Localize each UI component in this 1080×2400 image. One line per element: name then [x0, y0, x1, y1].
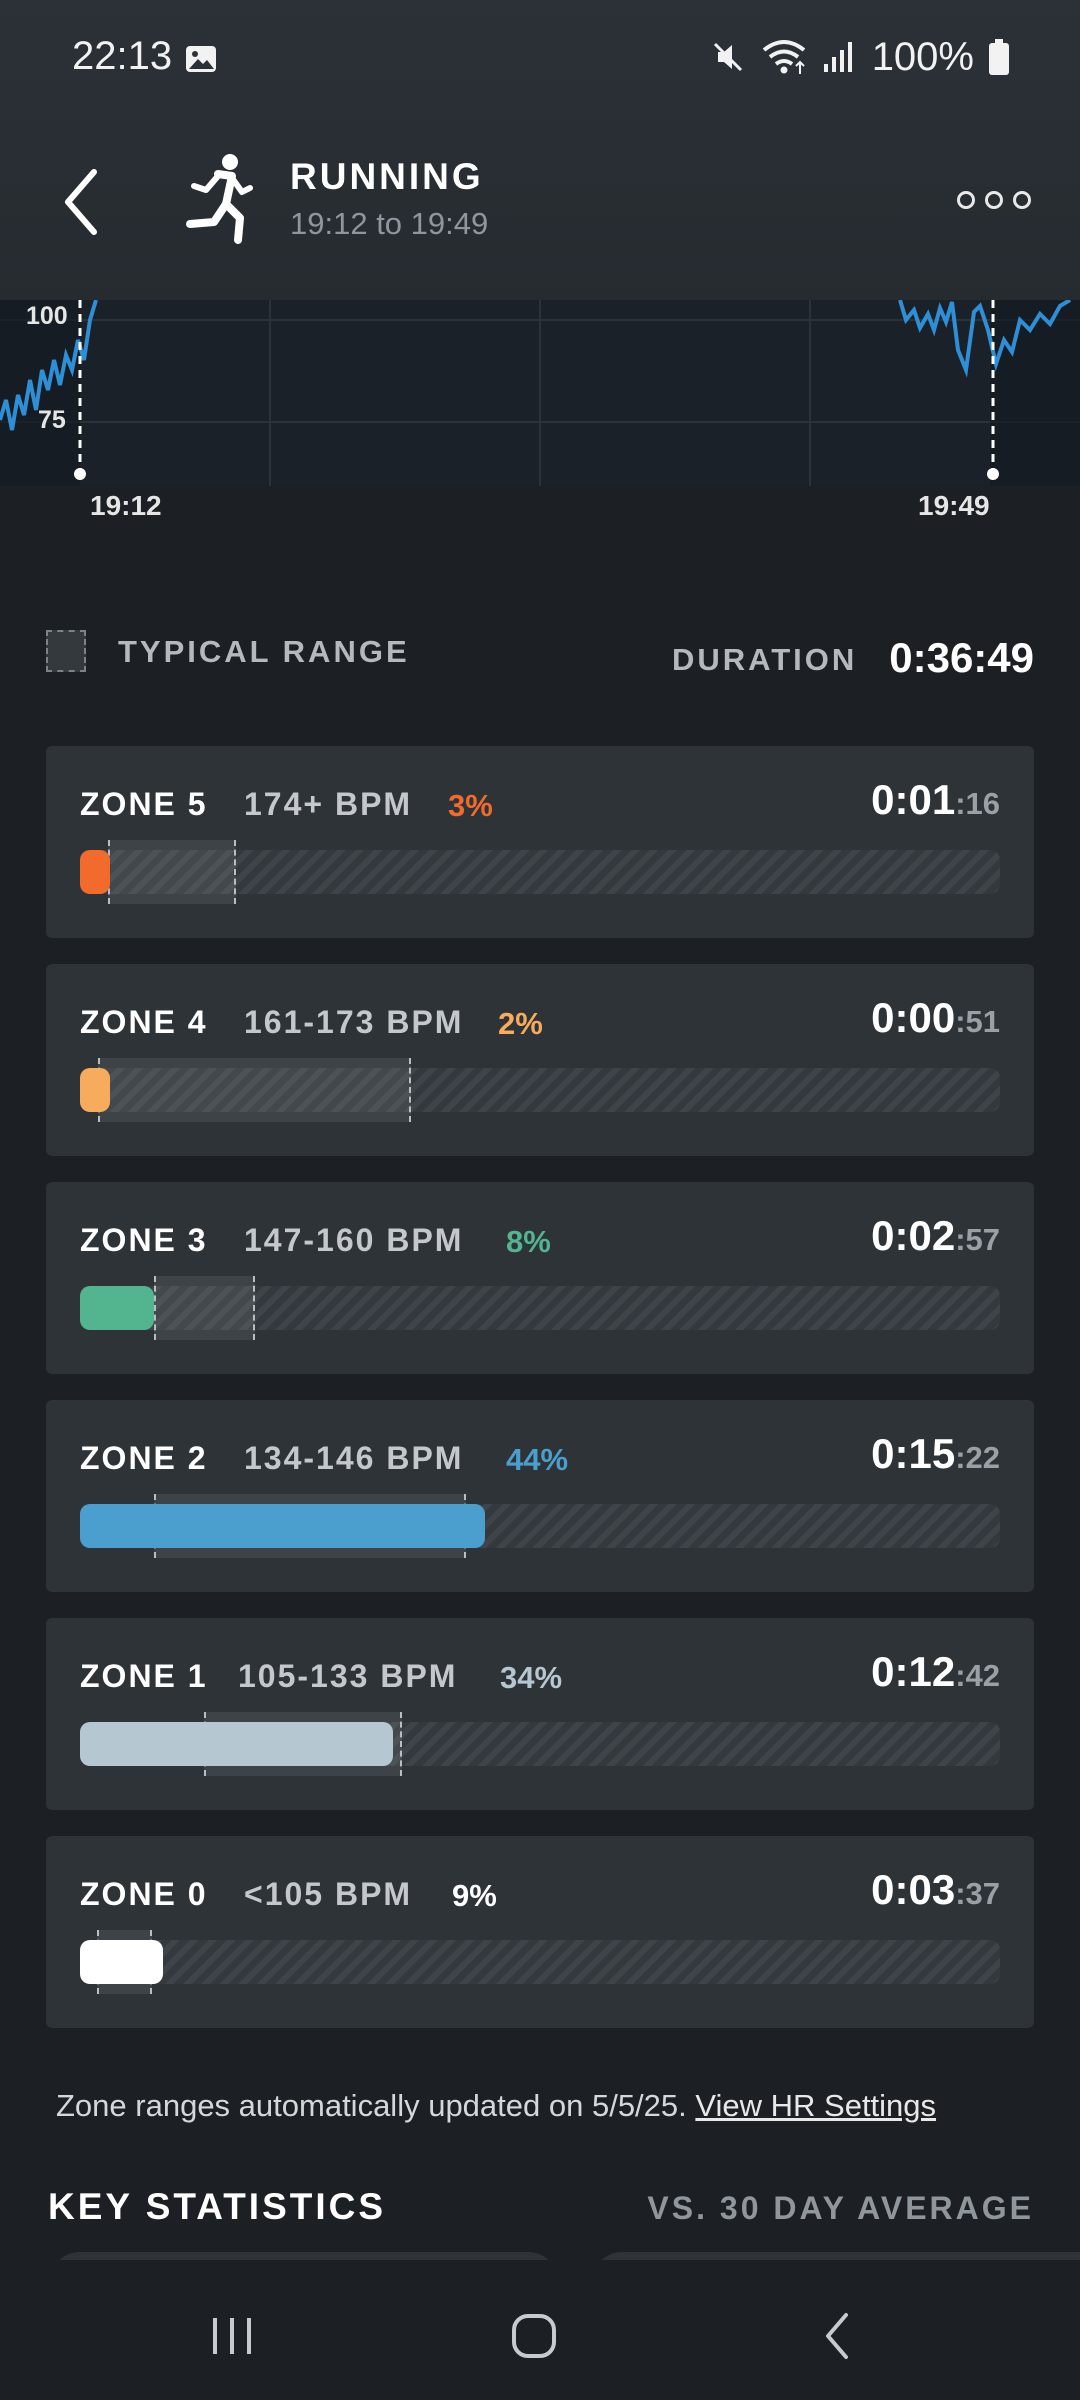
status-bar: 22:13 100% [0, 0, 1080, 118]
zone-fill-bar [80, 1940, 163, 1984]
typical-range-swatch [46, 630, 86, 672]
y-tick-label: 75 [38, 406, 66, 434]
battery-icon [989, 39, 1009, 75]
zone-card[interactable]: ZONE 4 161-173 BPM 2% 0:00:51 [46, 964, 1034, 1156]
zone-time: 0:03:37 [871, 1866, 1000, 1914]
duration-label: DURATION [672, 642, 858, 677]
zone-time-main: 0:00 [871, 994, 956, 1041]
recent-apps-button[interactable] [192, 2306, 272, 2366]
zone-time-main: 0:12 [871, 1648, 956, 1695]
zone-track [80, 1286, 1000, 1330]
zone-time: 0:02:57 [871, 1212, 1000, 1260]
heart-rate-line [898, 298, 1072, 378]
zone-fill-bar [80, 1286, 154, 1330]
zone-card[interactable]: ZONE 3 147-160 BPM 8% 0:02:57 [46, 1182, 1034, 1374]
more-options-button[interactable] [952, 178, 1036, 222]
zone-time-seconds: :37 [955, 1876, 1000, 1911]
heart-rate-chart[interactable]: 100 75 [0, 298, 1080, 486]
zone-typical-range [153, 1276, 255, 1340]
zone-typical-range [98, 1058, 412, 1122]
more-dot-icon [1013, 191, 1031, 209]
start-marker-dot [74, 468, 86, 480]
key-statistics-heading: KEY STATISTICS [48, 2186, 387, 2227]
zone-track [80, 1068, 1000, 1112]
home-icon [512, 2314, 556, 2358]
chevron-left-icon [65, 169, 97, 235]
zone-card[interactable]: ZONE 2 134-146 BPM 44% 0:15:22 [46, 1400, 1034, 1592]
y-tick-label: 100 [26, 302, 68, 330]
zone-card[interactable]: ZONE 5 174+ BPM 3% 0:01:16 [46, 746, 1034, 938]
end-marker-dot [987, 468, 999, 480]
typical-range-label: TYPICAL RANGE [118, 634, 410, 669]
zone-fill-bar [80, 850, 110, 894]
zone-time: 0:15:22 [871, 1430, 1000, 1478]
back-arrow-icon [826, 2313, 848, 2359]
zone-time-seconds: :51 [955, 1004, 1000, 1039]
zone-percent: 44% [506, 1442, 569, 1477]
nav-back-button[interactable] [798, 2306, 878, 2366]
more-dot-icon [957, 191, 975, 209]
zone-range: 174+ BPM [244, 786, 413, 822]
zone-note-text: Zone ranges automatically updated on 5/5… [56, 2088, 687, 2123]
activity-time-range: 19:12 to 19:49 [290, 206, 489, 241]
running-icon [186, 154, 253, 244]
zone-percent: 2% [498, 1006, 543, 1041]
wifi-icon [762, 40, 805, 74]
back-button[interactable] [56, 162, 116, 242]
system-navigation-bar [0, 2260, 1080, 2400]
signal-icon [823, 42, 852, 72]
zone-percent: 34% [500, 1660, 563, 1695]
zone-name: ZONE 2 [80, 1440, 208, 1476]
zone-time: 0:01:16 [871, 776, 1000, 824]
zone-time-main: 0:15 [871, 1430, 956, 1477]
battery-percent: 100% [871, 34, 974, 79]
zone-typical-range [107, 840, 237, 904]
zone-name: ZONE 0 [80, 1876, 208, 1912]
gallery-icon [186, 46, 216, 72]
zone-time-main: 0:02 [871, 1212, 956, 1259]
zone-card[interactable]: ZONE 0 <105 BPM 9% 0:03:37 [46, 1836, 1034, 2028]
zone-range: 105-133 BPM [238, 1658, 458, 1694]
zone-time-seconds: :22 [955, 1440, 1000, 1475]
duration-value: 0:36:49 [889, 634, 1034, 681]
mute-icon [713, 42, 742, 72]
view-hr-settings-link[interactable]: View HR Settings [695, 2088, 937, 2123]
activity-title: RUNNING [290, 156, 484, 197]
zone-range: 134-146 BPM [244, 1440, 464, 1476]
status-icons: 100% [710, 34, 1010, 80]
comparison-label[interactable]: VS. 30 DAY AVERAGE [647, 2190, 1034, 2226]
zone-range: <105 BPM [244, 1876, 413, 1912]
zone-fill-bar [80, 1068, 110, 1112]
zone-time-seconds: :57 [955, 1222, 1000, 1257]
x-label-end: 19:49 [918, 490, 990, 521]
zone-time-main: 0:03 [871, 1866, 956, 1913]
heart-rate-chart-canvas [0, 298, 1080, 486]
zone-name: ZONE 5 [80, 786, 208, 822]
zone-time-main: 0:01 [871, 776, 956, 823]
zone-time: 0:12:42 [871, 1648, 1000, 1696]
zone-percent: 9% [452, 1878, 497, 1913]
status-time: 22:13 [72, 34, 173, 78]
zone-fill-bar [80, 1722, 393, 1766]
zone-name: ZONE 3 [80, 1222, 208, 1258]
header-background [0, 0, 1080, 300]
zone-time-seconds: :42 [955, 1658, 1000, 1693]
zone-time-seconds: :16 [955, 786, 1000, 821]
zone-percent: 3% [448, 788, 493, 823]
zone-fill-bar [80, 1504, 485, 1548]
x-label-start: 19:12 [90, 490, 162, 521]
zone-name: ZONE 4 [80, 1004, 208, 1040]
more-dot-icon [985, 191, 1003, 209]
recent-apps-icon [213, 2318, 251, 2354]
home-button[interactable] [494, 2306, 574, 2366]
zone-name: ZONE 1 [80, 1658, 208, 1694]
zone-track [80, 850, 1000, 894]
zone-time: 0:00:51 [871, 994, 1000, 1042]
zone-range: 147-160 BPM [244, 1222, 464, 1258]
zone-card[interactable]: ZONE 1 105-133 BPM 34% 0:12:42 [46, 1618, 1034, 1810]
zone-percent: 8% [506, 1224, 551, 1259]
zone-range: 161-173 BPM [244, 1004, 464, 1040]
zone-ranges-note: Zone ranges automatically updated on 5/5… [56, 2088, 936, 2124]
zone-track [80, 1940, 1000, 1984]
